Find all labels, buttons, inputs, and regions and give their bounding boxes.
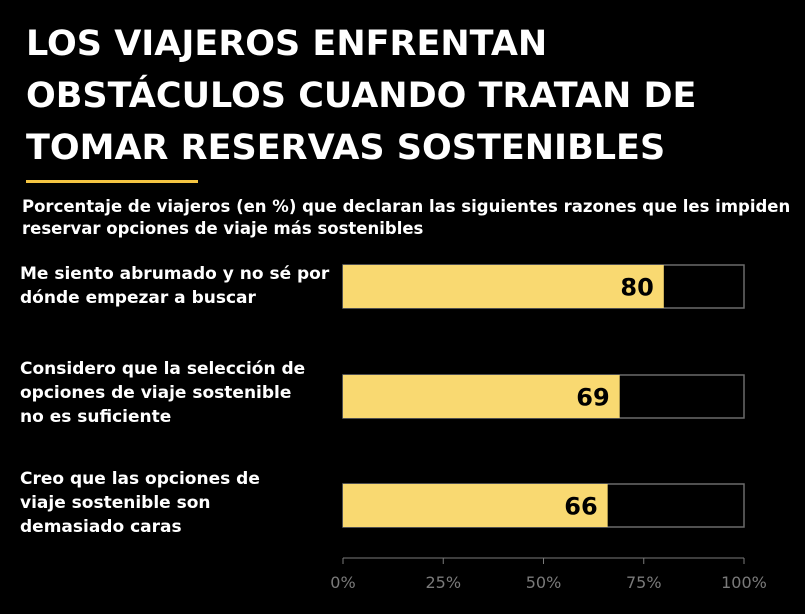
chart-title: LOS VIAJEROS ENFRENTAN OBSTÁCULOS CUANDO… [26, 24, 697, 168]
category-label-3: Creo que las opciones de viaje sostenibl… [20, 469, 260, 537]
x-tick-label-1: 0% [330, 573, 355, 592]
x-tick-label-2: 25% [425, 573, 461, 592]
chart-subtitle: Porcentaje de viajeros (en %) que declar… [22, 197, 791, 238]
x-tick-label-3: 50% [526, 573, 562, 592]
bar-2 [343, 375, 620, 418]
category-label-2: Considero que la selección de opciones d… [20, 359, 306, 427]
bar-3 [343, 484, 608, 527]
data-label-3: 66 [564, 493, 597, 521]
data-label-1: 80 [620, 274, 653, 302]
data-label-2: 69 [576, 384, 609, 412]
x-tick-label-5: 100% [721, 573, 767, 592]
bar-1 [343, 265, 664, 308]
category-label-1: Me siento abrumado y no sé por dónde emp… [20, 264, 330, 308]
bars-layer: 80 69 66 [342, 264, 745, 528]
x-tick-label-4: 75% [626, 573, 662, 592]
x-axis: 0% 25% 50% 75% 100% [330, 557, 767, 592]
title-accent-line [26, 180, 198, 183]
